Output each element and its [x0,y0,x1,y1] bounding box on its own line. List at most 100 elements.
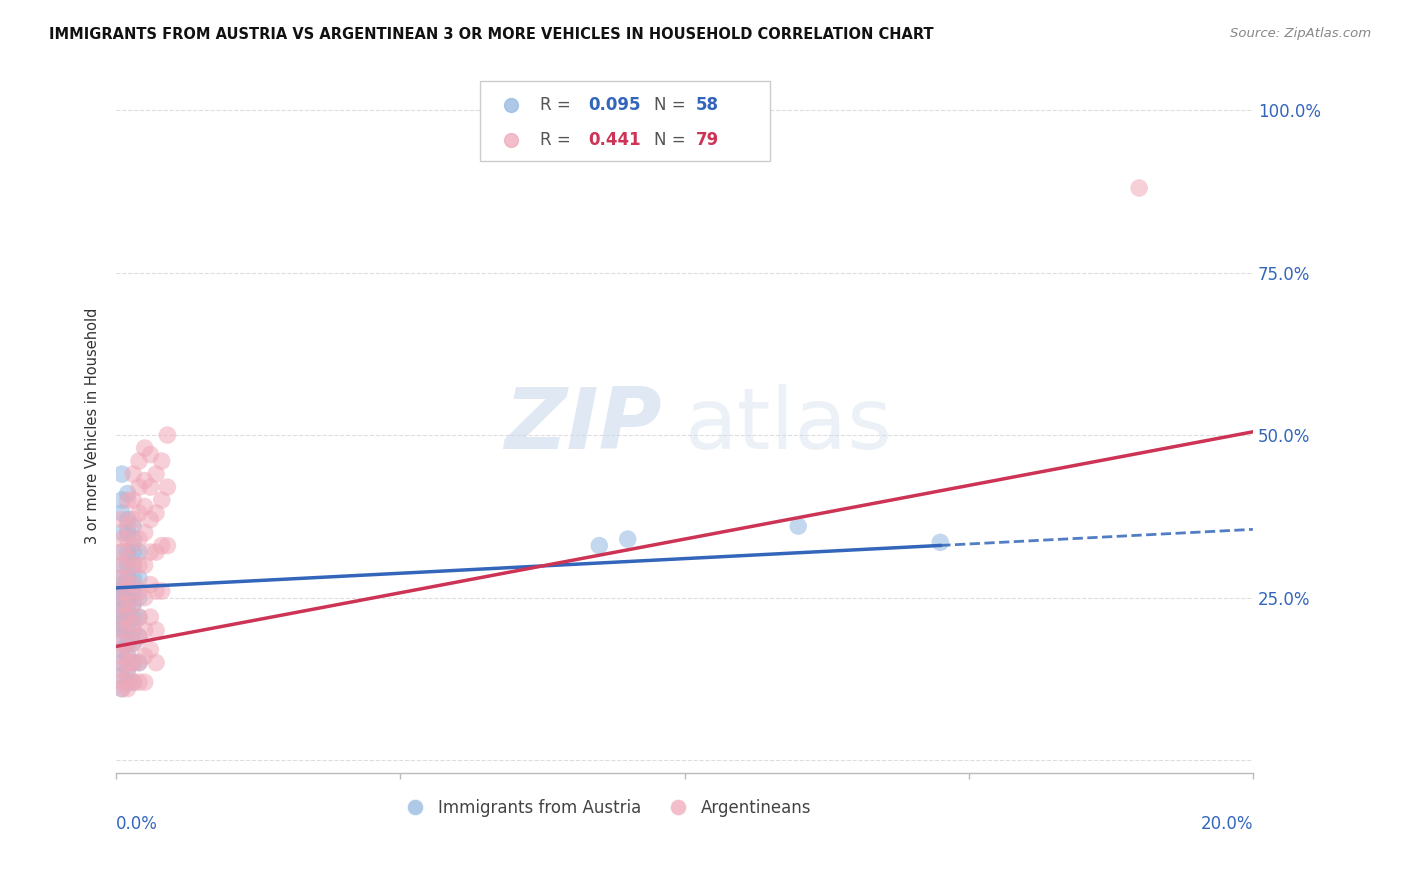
Point [122,675,145,690]
Text: 0.0%: 0.0% [117,815,157,833]
Point [139,642,162,657]
Point [128,558,150,573]
Point [117,558,139,573]
Point [134,474,156,488]
Point [111,623,134,637]
Point [122,636,145,650]
Point [122,577,145,591]
FancyBboxPatch shape [479,81,770,161]
Point [111,636,134,650]
Point [117,571,139,585]
Point [122,610,145,624]
Point [111,493,134,508]
Point [122,558,145,573]
Text: 0.441: 0.441 [588,131,641,149]
Point [128,610,150,624]
Point [139,577,162,591]
Point [134,558,156,573]
Point [122,532,145,546]
Point [122,597,145,611]
Point [122,539,145,553]
Text: 20.0%: 20.0% [1201,815,1253,833]
Point [122,467,145,481]
Point [117,668,139,682]
Point [111,610,134,624]
Point [111,616,134,631]
Point [117,584,139,599]
Point [134,623,156,637]
Point [117,519,139,533]
Point [111,525,134,540]
Point [122,656,145,670]
Point [117,486,139,500]
Point [128,545,150,559]
Point [128,480,150,494]
Point [111,610,134,624]
Point [122,623,145,637]
Text: IMMIGRANTS FROM AUSTRIA VS ARGENTINEAN 3 OR MORE VEHICLES IN HOUSEHOLD CORRELATI: IMMIGRANTS FROM AUSTRIA VS ARGENTINEAN 3… [49,27,934,42]
Point [117,623,139,637]
Point [929,535,952,549]
Point [111,662,134,676]
Point [122,616,145,631]
Point [111,467,134,481]
Point [128,506,150,520]
Point [111,597,134,611]
Point [139,545,162,559]
Point [150,454,173,468]
Point [111,681,134,696]
Point [122,519,145,533]
Text: 0.095: 0.095 [588,96,641,114]
Point [122,571,145,585]
Point [122,558,145,573]
Point [117,525,139,540]
Point [111,532,134,546]
Point [128,591,150,605]
Point [139,610,162,624]
Point [128,454,150,468]
Point [111,558,134,573]
Point [122,513,145,527]
Point [117,571,139,585]
Point [111,597,134,611]
Point [111,591,134,605]
Point [117,636,139,650]
Legend: Immigrants from Austria, Argentineans: Immigrants from Austria, Argentineans [391,793,818,824]
Point [117,662,139,676]
Point [111,656,134,670]
Point [117,513,139,527]
Point [111,649,134,664]
Point [134,525,156,540]
Point [145,545,167,559]
Point [134,591,156,605]
Point [145,584,167,599]
Point [122,656,145,670]
Text: N =: N = [654,96,690,114]
Point [150,539,173,553]
Point [145,656,167,670]
Point [111,571,134,585]
Point [117,584,139,599]
Point [117,545,139,559]
Point [156,480,179,494]
Point [111,584,134,599]
Point [156,539,179,553]
Point [111,642,134,657]
Point [122,597,145,611]
Point [117,610,139,624]
Point [117,675,139,690]
Point [111,577,134,591]
Text: ZIP: ZIP [505,384,662,467]
Y-axis label: 3 or more Vehicles in Household: 3 or more Vehicles in Household [86,307,100,543]
Point [111,558,134,573]
Point [145,506,167,520]
Point [111,545,134,559]
Point [128,630,150,644]
Point [156,428,179,442]
Point [122,493,145,508]
Point [117,610,139,624]
Text: 79: 79 [696,131,720,149]
Point [128,584,150,599]
Point [111,571,134,585]
Point [117,493,139,508]
